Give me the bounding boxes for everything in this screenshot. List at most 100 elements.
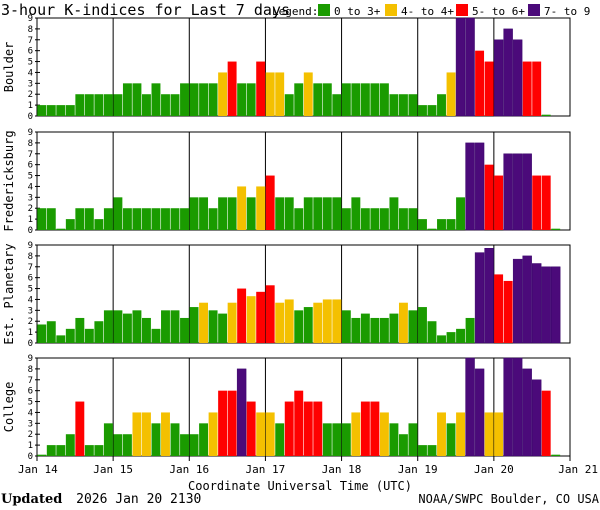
kp-bar: [161, 94, 170, 116]
x-tick-label: Jan 18: [322, 463, 362, 476]
kp-bar: [541, 114, 551, 116]
kp-bar: [113, 310, 123, 343]
kp-bar: [389, 197, 399, 230]
kp-bar: [332, 299, 342, 343]
kp-bar: [322, 423, 332, 456]
kp-bar: [341, 208, 351, 230]
kp-bar: [551, 454, 561, 456]
kp-bar: [84, 328, 94, 343]
kp-bar: [237, 186, 247, 230]
kp-bar: [275, 72, 285, 116]
kp-bar: [237, 288, 247, 343]
kp-bar: [475, 50, 485, 116]
y-tick-label: 6: [28, 161, 33, 171]
y-tick-label: 8: [28, 139, 33, 149]
kp-bar: [541, 266, 551, 344]
kp-bar: [408, 423, 418, 456]
kp-bar: [456, 412, 466, 456]
kp-bar: [141, 94, 151, 116]
kp-bar: [360, 208, 370, 230]
kp-bar: [218, 72, 228, 116]
kp-bar: [227, 61, 237, 116]
kp-bar: [494, 175, 504, 230]
kp-bar: [94, 219, 104, 230]
kp-bar: [256, 61, 266, 116]
kp-bar: [494, 274, 504, 343]
kp-bar: [370, 401, 380, 456]
kp-bar: [113, 434, 123, 456]
kp-bar: [141, 412, 151, 456]
kp-bar: [522, 153, 532, 231]
kp-bar: [236, 368, 247, 457]
kp-bar: [170, 310, 180, 343]
y-tick-label: 2: [28, 204, 33, 214]
y-tick-label: 3: [28, 419, 33, 429]
y-tick-label: 1: [28, 328, 33, 338]
kp-bar: [284, 299, 294, 343]
kp-bar: [46, 208, 56, 230]
kp-bar: [94, 445, 104, 456]
kp-bar: [84, 94, 94, 116]
y-tick-label: 9: [28, 354, 33, 364]
kp-bar: [151, 83, 161, 116]
kp-bar: [294, 83, 304, 116]
kp-bar: [427, 445, 437, 456]
legend-swatch-2: [456, 4, 468, 16]
x-tick-label: Jan 17: [246, 463, 286, 476]
kp-bar: [446, 72, 456, 116]
kp-bar: [503, 153, 513, 231]
kp-bar: [46, 321, 56, 343]
kp-bar: [170, 94, 180, 116]
kp-bar: [132, 310, 142, 343]
kp-bar: [170, 208, 180, 230]
station-label: Boulder: [2, 42, 16, 93]
kp-bar: [398, 208, 408, 230]
kp-bar: [313, 197, 323, 230]
kp-bar: [227, 390, 237, 456]
kp-bar: [218, 390, 228, 456]
kp-bar: [37, 208, 47, 230]
kp-bar: [418, 105, 427, 116]
kp-bar: [332, 94, 342, 116]
kp-bar: [56, 335, 66, 343]
kp-bar: [522, 61, 532, 116]
kp-bar: [427, 105, 437, 116]
station-label: Est. Planetary: [2, 243, 16, 344]
y-tick-label: 4: [28, 295, 33, 305]
kp-bar: [313, 302, 323, 343]
kp-bar: [94, 94, 104, 116]
kp-bar: [56, 445, 66, 456]
kp-bar: [189, 307, 199, 343]
kp-bar: [94, 321, 104, 343]
kp-bar: [284, 197, 294, 230]
kp-bar: [389, 94, 399, 116]
kp-bar: [503, 28, 513, 117]
x-tick-label: Jan 19: [398, 463, 438, 476]
kp-bar: [389, 313, 399, 343]
kp-bar: [398, 302, 408, 343]
kp-bar: [75, 94, 85, 116]
kp-bar: [370, 83, 380, 116]
y-tick-label: 1: [28, 215, 33, 225]
kp-bar: [65, 105, 75, 116]
kp-bar: [494, 412, 504, 456]
kp-bar: [474, 368, 485, 457]
kp-bar: [103, 310, 113, 343]
kp-bar: [141, 317, 151, 343]
y-tick-label: 9: [28, 128, 33, 138]
legend: Legend: 0 to 3+ 4- to 4+ 5- to 6+ 7- to …: [272, 4, 590, 18]
kp-bar: [398, 94, 408, 116]
kp-bar: [303, 401, 313, 456]
kp-bar: [132, 83, 142, 116]
kp-bar: [37, 454, 47, 456]
kp-bar: [418, 219, 427, 230]
kp-bar: [512, 39, 523, 117]
kp-bar: [132, 412, 142, 456]
kp-bar: [465, 17, 475, 117]
kp-bar: [322, 197, 332, 230]
kp-bar: [141, 208, 151, 230]
kp-bar: [437, 219, 446, 230]
kp-bar: [389, 423, 399, 456]
kp-bar: [122, 434, 132, 456]
